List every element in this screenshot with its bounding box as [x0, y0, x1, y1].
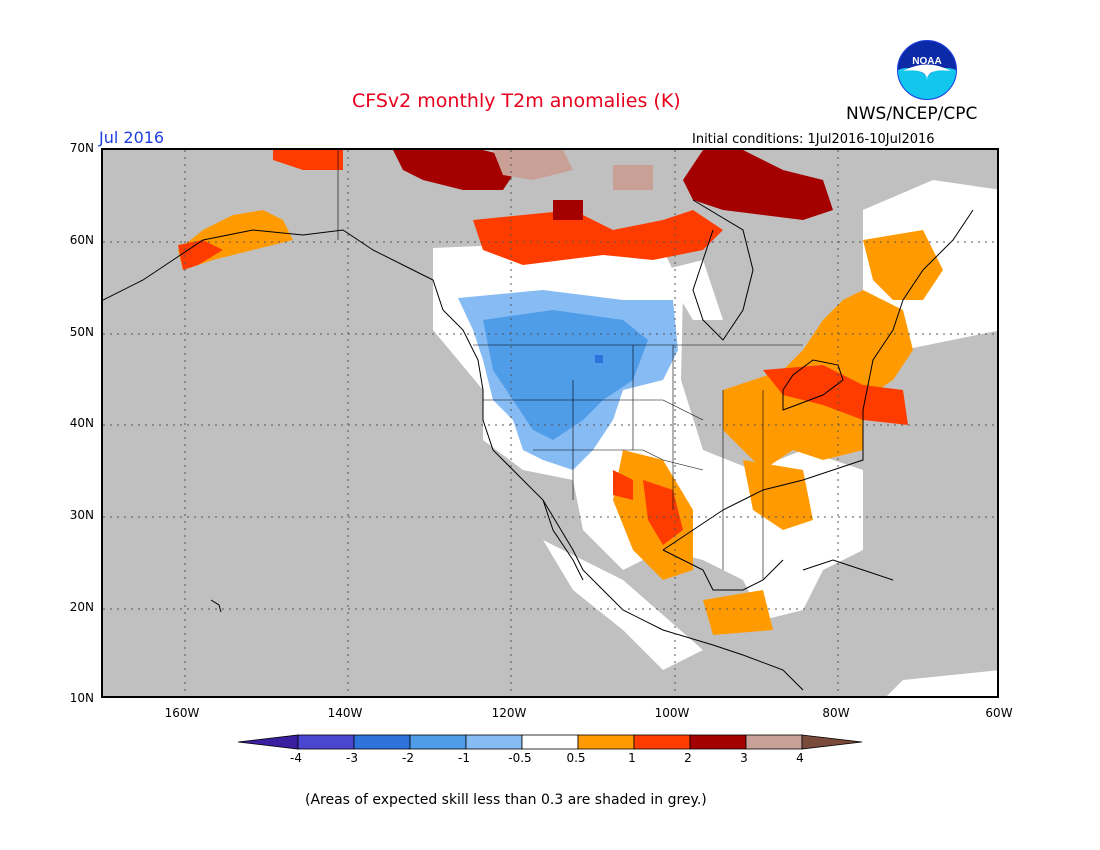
forecast-month: Jul 2016 [99, 128, 165, 147]
colorbar-segment [521, 734, 579, 750]
colorbar-label: 2 [684, 751, 692, 765]
lon-label: 80W [822, 706, 850, 720]
lon-label: 160W [164, 706, 200, 720]
lat-label: 60N [69, 233, 94, 247]
lat-label: 20N [69, 600, 94, 614]
noaa-logo-icon: NOAA [897, 40, 957, 104]
colorbar-segment [745, 734, 803, 750]
lat-label: 70N [69, 141, 94, 155]
initial-conditions: Initial conditions: 1Jul2016-10Jul2016 [692, 132, 935, 147]
colorbar-segment [237, 734, 299, 750]
lon-label: 100W [654, 706, 690, 720]
colorbar-label: 0.5 [566, 751, 586, 765]
anomaly-field [178, 150, 997, 696]
colorbar-label: -1 [458, 751, 470, 765]
lon-label: 60W [985, 706, 1013, 720]
lon-label: 140W [327, 706, 363, 720]
colorbar-label: 4 [796, 751, 804, 765]
colorbar-segment [689, 734, 747, 750]
lat-label: 30N [69, 508, 94, 522]
colorbar-segment [353, 734, 411, 750]
anomaly-map [101, 148, 999, 698]
svg-text:NOAA: NOAA [912, 56, 941, 67]
colorbar-segment [297, 734, 355, 750]
lat-label: 10N [69, 691, 94, 705]
colorbar-label: -0.5 [508, 751, 532, 765]
colorbar-segment [577, 734, 635, 750]
colorbar-segment [801, 734, 863, 750]
lat-label: 40N [69, 416, 94, 430]
colorbar-label: 1 [628, 751, 636, 765]
colorbar-label: -4 [290, 751, 302, 765]
map-title: CFSv2 monthly T2m anomalies (K) [352, 90, 681, 112]
colorbar [237, 733, 863, 755]
colorbar-label: 3 [740, 751, 748, 765]
agency-label: NWS/NCEP/CPC [846, 104, 978, 124]
colorbar-label: -3 [346, 751, 358, 765]
colorbar-segment [465, 734, 523, 750]
skill-footnote: (Areas of expected skill less than 0.3 a… [305, 792, 707, 808]
lon-label: 120W [491, 706, 527, 720]
lat-label: 50N [69, 325, 94, 339]
colorbar-label: -2 [402, 751, 414, 765]
state-borders [337, 150, 803, 580]
colorbar-segment [633, 734, 691, 750]
colorbar-segment [409, 734, 467, 750]
coastline-outlines [103, 199, 974, 691]
graticule [103, 150, 997, 696]
